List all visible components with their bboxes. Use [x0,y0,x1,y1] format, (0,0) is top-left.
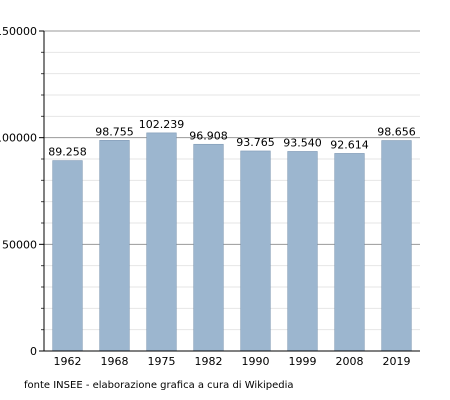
bars [52,132,412,352]
bar [146,132,177,352]
x-tick-label: 1990 [242,355,270,368]
bar [287,151,318,352]
data-label: 93.540 [283,136,322,149]
data-label: 102.239 [139,118,185,131]
bar [99,140,130,352]
bar [240,150,271,352]
data-label: 98.656 [377,126,416,139]
labels: 0 50000 100000 150000 89.258 1962 98.755 1968 10… [0,25,416,368]
bar [381,140,412,352]
x-tick-label: 1982 [195,355,223,368]
source-note: fonte INSEE - elaborazione grafica a cur… [24,380,294,391]
data-label: 93.765 [236,136,275,149]
data-label: 92.614 [330,138,369,151]
x-tick-label: 1975 [148,355,176,368]
bar [52,160,83,352]
x-tick-label: 1999 [289,355,317,368]
data-label: 89.258 [48,146,87,159]
axes [39,30,420,352]
data-label: 98.755 [95,125,134,138]
x-tick-label: 1968 [101,355,129,368]
y-tick-label: 150000 [0,25,37,38]
bar [334,153,365,352]
x-tick-label: 2019 [383,355,411,368]
data-label: 96.908 [189,129,228,142]
x-tick-label: 2008 [336,355,364,368]
y-tick-label: 100000 [0,132,37,145]
bar [193,143,224,352]
x-tick-label: 1962 [54,355,82,368]
y-tick-label: 0 [30,345,37,358]
y-tick-label: 50000 [2,238,37,251]
